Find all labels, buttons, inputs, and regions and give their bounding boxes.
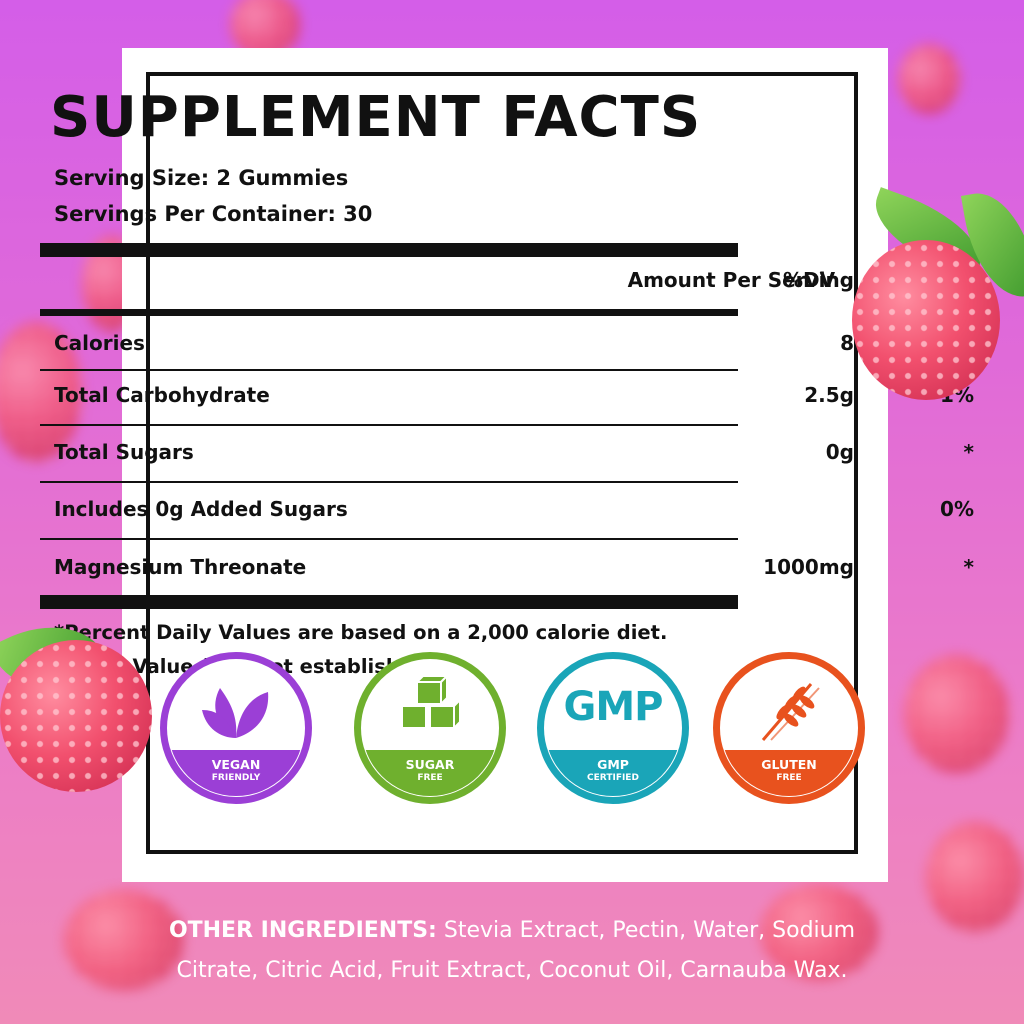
other-ingredients-line1: OTHER INGREDIENTS: Stevia Extract, Pecti…	[0, 918, 1024, 943]
gmp-badge-line1: GMP	[597, 757, 629, 772]
sugar-badge-band	[362, 750, 498, 796]
row-total-sugars-label: Total Sugars	[54, 440, 194, 464]
serving-size: Serving Size: 2 Gummies	[54, 166, 349, 190]
row-added-sugars-label: Includes 0g Added Sugars	[54, 497, 348, 521]
row-total-sugars-dv: *	[963, 440, 974, 464]
gmp-icon: GMP	[563, 684, 664, 730]
raspberry-right	[852, 240, 1000, 400]
row-magnesium-threonate-dv: *	[963, 555, 974, 579]
label-frame	[146, 72, 858, 854]
gmp-badge-line2: CERTIFIED	[587, 773, 639, 783]
vegan-badge-line2: FRIENDLY	[211, 773, 261, 783]
row-divider	[40, 481, 738, 483]
row-divider	[40, 538, 738, 540]
row-magnesium-threonate-amount: 1000mg	[763, 555, 854, 579]
gluten-badge-line2: FREE	[776, 773, 802, 783]
raspberry-blurred-bottom-mid	[760, 884, 878, 980]
cubes-icon	[401, 676, 461, 731]
wheat-icon	[761, 683, 820, 741]
raspberry-left	[0, 640, 152, 792]
gmp-certified-badge: GMP GMP CERTIFIED	[537, 652, 689, 804]
row-divider	[40, 424, 738, 426]
other-ingredients-text-1: Stevia Extract, Pectin, Water, Sodium	[436, 918, 856, 943]
footnote-daily-values: *Percent Daily Values are based on a 2,0…	[54, 621, 668, 644]
gluten-badge-band	[721, 750, 857, 796]
gluten-badge-line1: GLUTEN	[761, 757, 817, 772]
header-dv: %DV	[783, 268, 836, 292]
sugar-badge-line1: SUGAR	[405, 757, 455, 772]
row-magnesium-threonate-label: Magnesium Threonate	[54, 555, 307, 579]
vegan-badge-line1: VEGAN	[211, 757, 261, 772]
gmp-badge-band	[545, 750, 681, 796]
gluten-free-badge: GLUTEN FREE	[713, 652, 865, 804]
raspberry-blurred-right-2	[926, 822, 1024, 932]
label-title: SUPPLEMENT FACTS	[50, 85, 702, 150]
row-divider	[40, 369, 738, 371]
thick-divider-bottom	[40, 595, 738, 609]
row-calories-label: Calories	[54, 331, 145, 355]
other-ingredients-line2: Citrate, Citric Acid, Fruit Extract, Coc…	[176, 958, 848, 983]
raspberry-blurred-right-1	[904, 655, 1009, 773]
header-amount-per-serving: Amount Per Serving	[627, 268, 854, 292]
row-total-sugars-amount: 0g	[825, 440, 854, 464]
vegan-badge-band	[168, 750, 304, 796]
raspberry-blurred-top-right	[898, 44, 960, 114]
servings-per-container: Servings Per Container: 30	[54, 202, 373, 226]
sugar-badge-line2: FREE	[417, 773, 443, 783]
thick-divider-header	[40, 309, 738, 316]
thick-divider-top	[40, 243, 738, 257]
row-added-sugars-dv: 0%	[940, 497, 974, 521]
vegan-friendly-badge: VEGAN FRIENDLY	[160, 652, 312, 804]
row-calories-amount: 8	[840, 331, 854, 355]
raspberry-blurred-bottom-left	[64, 890, 184, 990]
row-total-carbohydrate-amount: 2.5g	[804, 383, 854, 407]
sugar-free-badge: SUGAR FREE	[354, 652, 506, 804]
row-total-carbohydrate-label: Total Carbohydrate	[54, 383, 270, 407]
raspberry-blurred-left-2	[0, 322, 82, 462]
leaf-icon	[202, 688, 269, 738]
other-ingredients-heading: OTHER INGREDIENTS:	[168, 918, 437, 943]
